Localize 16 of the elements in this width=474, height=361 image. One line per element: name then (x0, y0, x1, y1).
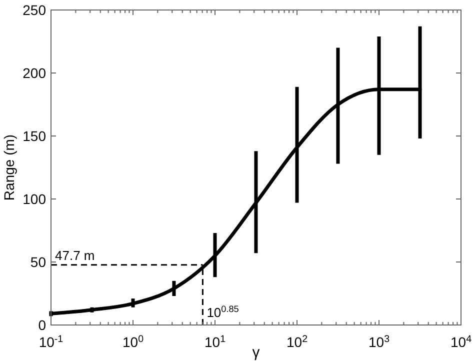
x-tick-label: 10$^{1}$ (204, 334, 226, 350)
y-tick-label: 100 (22, 191, 46, 207)
x-tick-label: 10$^{0}$ (122, 334, 144, 350)
y-tick-label: 0 (38, 317, 46, 333)
x-tick-label: 10$^{3}$ (368, 334, 390, 350)
x-tick-label: 10$^{4}$ (450, 334, 472, 350)
y-tick-label: 50 (30, 254, 46, 270)
y-tick-label: 150 (22, 128, 46, 144)
y-axis-title: Range (m) (1, 134, 17, 201)
annotation: 10$^{0.85}$ (206, 304, 239, 320)
x-tick-label: 10$^{2}$ (286, 334, 308, 350)
x-axis-title: γ (252, 344, 260, 361)
y-tick-label: 200 (22, 65, 46, 81)
ref-line-label: 47.7 m (55, 248, 95, 263)
x-tick-label: 10$^{-1}$ (38, 334, 64, 350)
y-tick-label: 250 (22, 2, 46, 18)
